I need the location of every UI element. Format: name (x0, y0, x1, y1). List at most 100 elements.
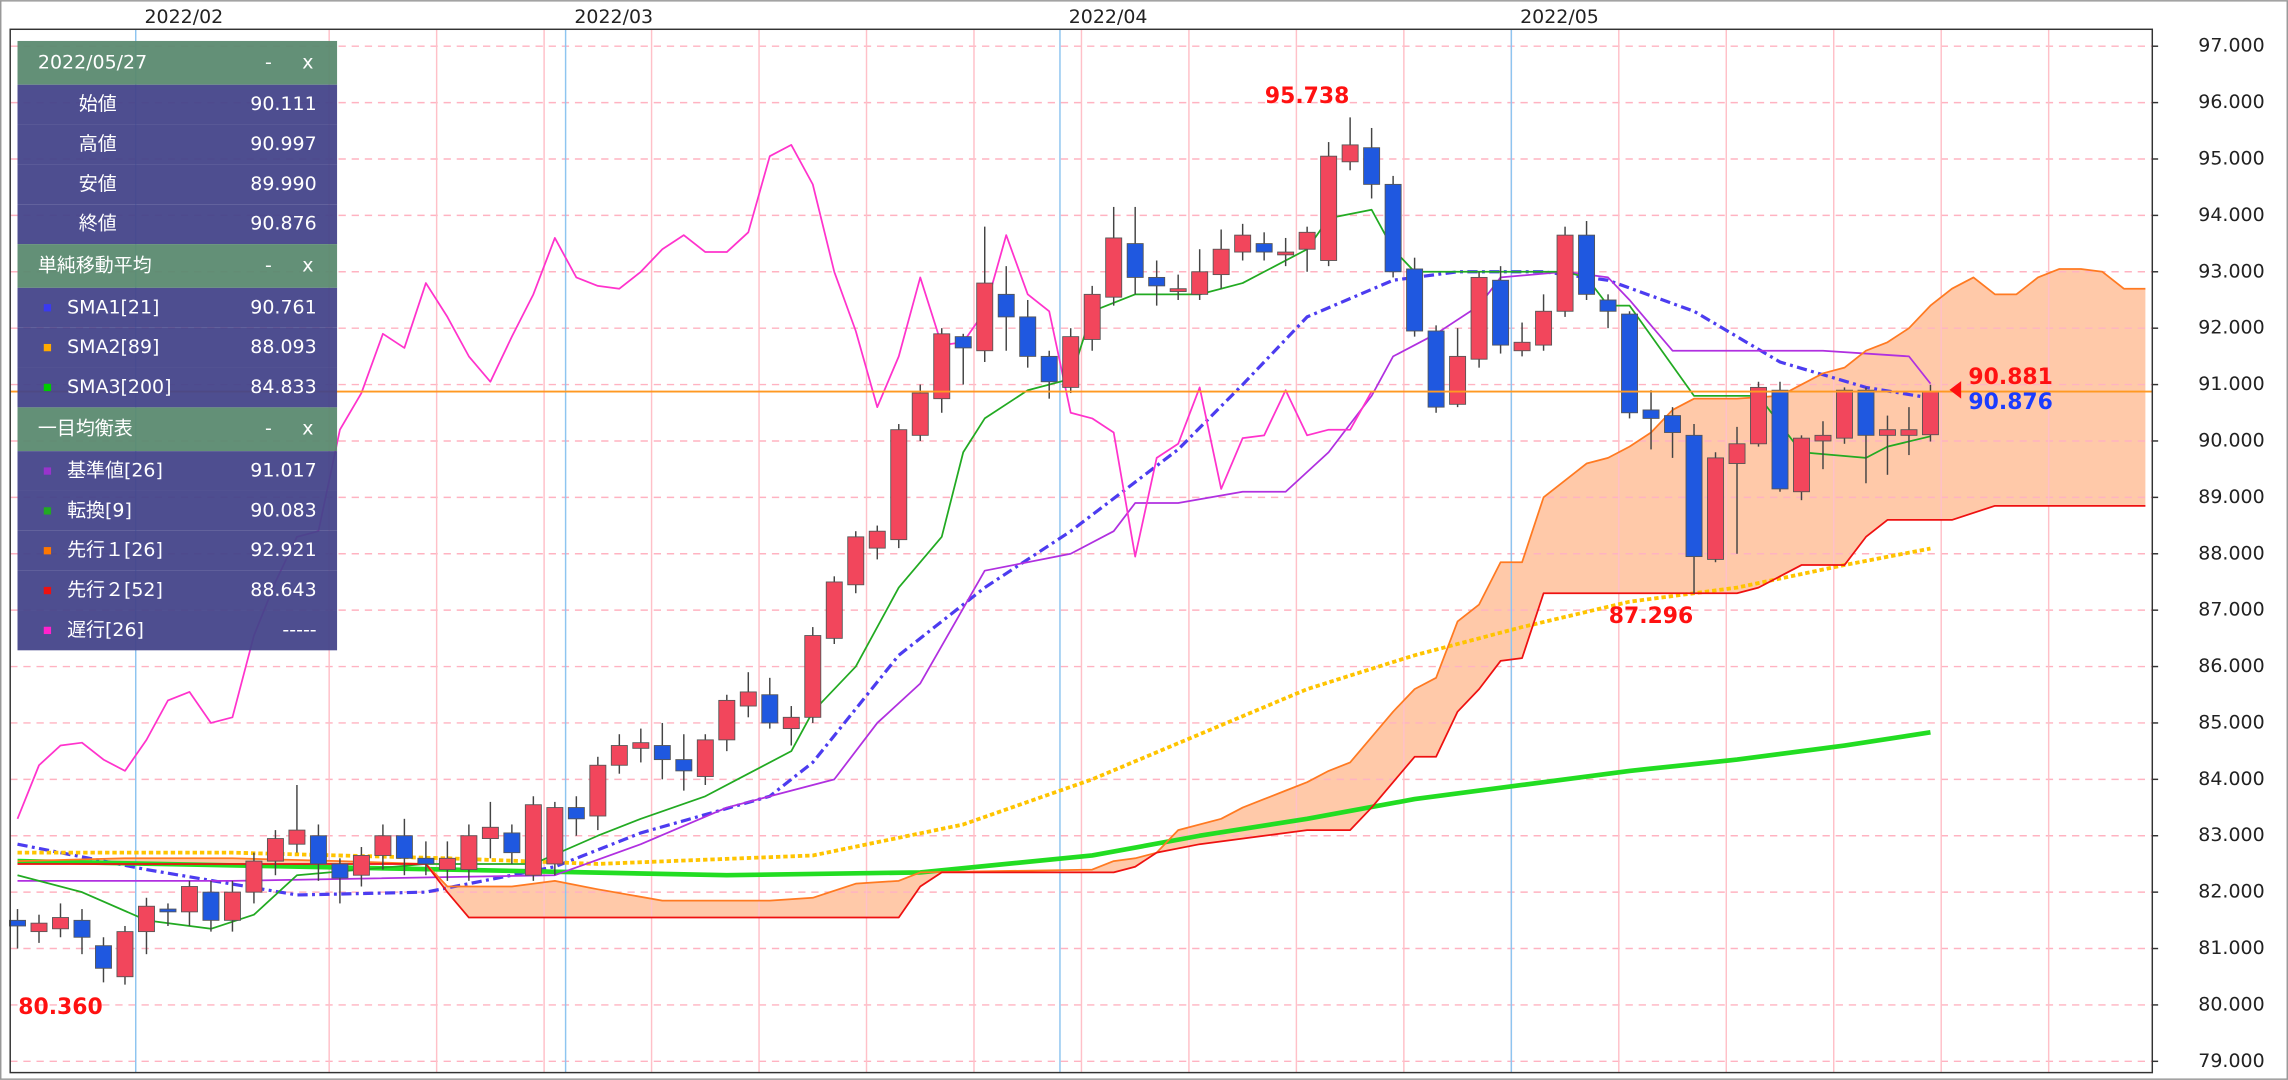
candle-body (782, 716, 800, 730)
minimize-button[interactable]: - (265, 254, 272, 276)
legend-swatch (43, 343, 52, 352)
panel-row (17, 204, 338, 245)
plot-border (9, 28, 2154, 1074)
candle-body (954, 336, 972, 349)
y-tick-label: 85.000 (2198, 711, 2264, 733)
candle-body (1836, 389, 1853, 439)
row-value: 90.876 (250, 213, 316, 235)
panel-row (17, 124, 338, 165)
candle-body (331, 863, 349, 879)
row-label: 先行２[52] (67, 579, 163, 601)
candle-body (546, 807, 564, 865)
legend-swatch (43, 586, 52, 595)
panel-title: 一目均衡表 (38, 418, 133, 440)
candle-body (976, 282, 994, 352)
x-tick-label: 2022/05 (1520, 6, 1599, 28)
candle-body (589, 764, 607, 817)
candle-body (1578, 234, 1596, 295)
row-label: SMA2[89] (67, 336, 159, 358)
row-label: 始値 (79, 93, 117, 115)
candle-body (1707, 457, 1724, 560)
row-label: 先行１[26] (67, 539, 163, 561)
candle-body (1492, 279, 1510, 346)
price-marker (1949, 381, 1962, 399)
candle-body (1255, 243, 1273, 253)
candle-body (1363, 147, 1381, 185)
candle-body (180, 886, 198, 913)
candle-body (675, 759, 693, 772)
candle-body (739, 691, 757, 707)
candle-body (696, 739, 714, 777)
candle-body (761, 694, 779, 724)
candle-body (30, 922, 48, 933)
price-annotation: 87.296 (1609, 604, 1693, 629)
row-value: 90.997 (250, 133, 316, 155)
panel-title: 2022/05/27 (38, 51, 147, 73)
candle-body (847, 536, 865, 586)
candle-body (1879, 429, 1896, 436)
candle-body (1148, 276, 1166, 287)
candle-body (1019, 316, 1037, 357)
y-tick-label: 91.000 (2198, 373, 2264, 395)
candle-body (1728, 443, 1746, 464)
row-value: 90.761 (250, 296, 316, 318)
indicator-line (17, 208, 1931, 930)
y-tick-label: 90.000 (2198, 429, 2264, 451)
minimize-button[interactable]: - (265, 418, 272, 440)
candle-body (718, 699, 736, 741)
close-button[interactable]: x (302, 51, 313, 73)
legend-panel: 2022/05/27 - x 始値 90.111 高値 90.997 安値 89.990 終値 90… (17, 40, 338, 651)
candle-body (1277, 251, 1295, 256)
row-label: SMA3[200] (67, 376, 171, 398)
x-tick-label: 2022/04 (1069, 6, 1148, 28)
candle-body (1126, 243, 1144, 278)
candle-body (1234, 234, 1252, 253)
candle-body (1535, 310, 1553, 346)
candle-body (1642, 409, 1660, 419)
candle-body (1212, 248, 1230, 276)
price-label: 90.876 (1968, 390, 2052, 415)
price-label: 90.881 (1968, 365, 2052, 390)
close-button[interactable]: x (302, 418, 313, 440)
panel-row (17, 490, 338, 531)
candle-body (223, 891, 241, 921)
candle-body (1427, 330, 1445, 408)
row-value: 91.017 (250, 460, 316, 482)
candle-body (352, 855, 370, 876)
panel-header (17, 244, 338, 288)
row-value: 92.921 (250, 539, 316, 561)
grid-layer: 79.000 80.000 81.000 82.000 83.000 84.000 85.0… (10, 6, 2265, 1073)
candle-layer (9, 117, 1939, 985)
close-button[interactable]: x (302, 254, 313, 276)
candle-body (1793, 437, 1810, 493)
x-tick-label: 2022/02 (145, 6, 224, 28)
candle-body (1406, 268, 1424, 332)
candle-body (1169, 288, 1187, 292)
candle-body (653, 745, 671, 761)
row-label: 遅行[26] (67, 619, 144, 641)
candle-body (1341, 144, 1359, 163)
row-label: 転換[9] (67, 499, 132, 521)
y-tick-label: 83.000 (2198, 824, 2264, 846)
row-label: 終値 (79, 213, 117, 235)
panel-row (17, 327, 338, 368)
panel-row (17, 530, 338, 571)
panel-row (17, 451, 338, 491)
row-value: 88.643 (250, 579, 316, 601)
row-label: 高値 (79, 133, 117, 155)
candle-body (804, 635, 822, 718)
panel-row (17, 164, 338, 205)
panel-header (17, 40, 338, 85)
candle-body (1470, 276, 1488, 360)
candle-body (503, 832, 521, 854)
y-tick-label: 87.000 (2198, 599, 2264, 621)
panel-row (17, 84, 338, 125)
legend-swatch (43, 304, 52, 312)
y-tick-label: 80.000 (2198, 993, 2264, 1015)
y-tick-label: 86.000 (2198, 655, 2264, 677)
candle-body (911, 392, 929, 436)
minimize-button[interactable]: - (265, 51, 272, 73)
